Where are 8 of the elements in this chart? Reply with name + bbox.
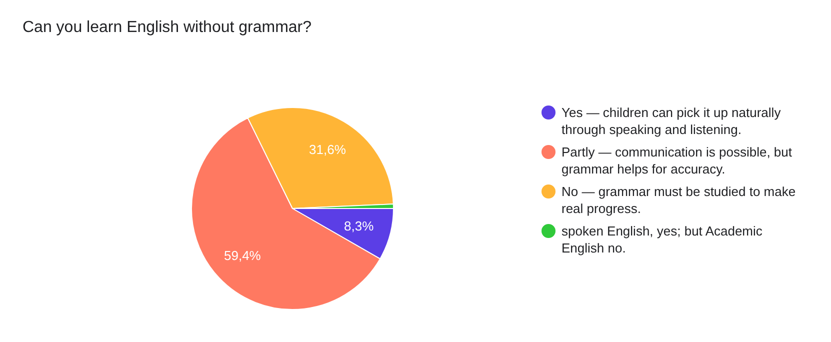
data-label: 31,6%	[309, 142, 346, 157]
legend-label: Yes — children can pick it up naturally through speaking and listening.	[562, 105, 782, 137]
chart-title: Can you learn English without grammar?	[22, 19, 312, 36]
data-label: 59,4%	[224, 248, 262, 264]
legend-label: spoken English, yes; but Academic English no.	[562, 224, 763, 256]
legend-label: Partly — communication is possible, but grammar helps for accuracy.	[562, 144, 792, 176]
legend-label: No — grammar must be studied to make real progress.	[562, 184, 796, 216]
data-label: 8,3%	[344, 218, 374, 234]
